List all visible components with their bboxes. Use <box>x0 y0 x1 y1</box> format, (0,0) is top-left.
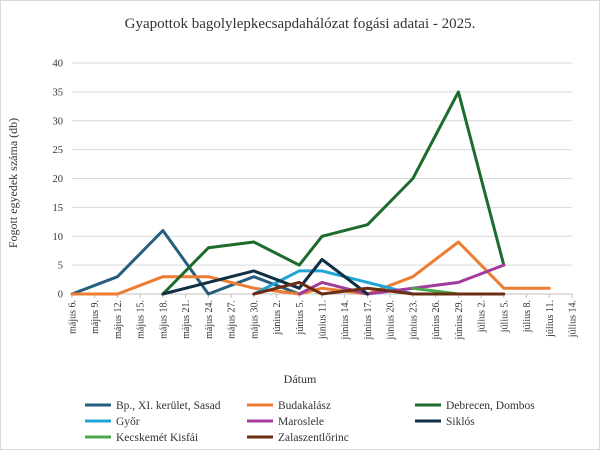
chart-title: Gyapottok bagolylepkecsapdahálózat fogás… <box>125 16 476 32</box>
y-tick-label: 10 <box>53 232 64 243</box>
legend-item: Bp., XI. kerület, Sasad <box>85 400 221 412</box>
y-tick-label: 20 <box>53 174 64 185</box>
legend-label: Maroslele <box>278 416 324 428</box>
legend-label: Győr <box>116 416 140 428</box>
legend-label: Kecskemét Kisfái <box>116 432 198 444</box>
legend-label: Zalaszentlőrinc <box>278 432 349 444</box>
series-2 <box>70 240 551 296</box>
x-tick-label: május 15. <box>136 300 147 339</box>
x-tick-label: június 5. <box>295 300 306 335</box>
x-tick-label: június 14. <box>340 300 351 340</box>
legend-label: Budakalász <box>278 400 331 412</box>
series-8 <box>252 280 506 296</box>
series-3 <box>161 90 506 296</box>
series-lines <box>70 90 551 296</box>
y-tick-label: 40 <box>53 59 64 70</box>
y-tick-label: 30 <box>53 116 64 127</box>
legend-item: Siklós <box>415 416 475 428</box>
x-tick-label: május 18. <box>158 300 169 339</box>
x-tick-label: június 23. <box>408 300 419 340</box>
series-line <box>161 90 506 296</box>
series-1 <box>70 229 301 296</box>
x-tick-label: május 21. <box>181 300 192 339</box>
x-tick-label: május 12. <box>113 300 124 339</box>
series-line <box>70 229 301 296</box>
series-line <box>70 240 551 296</box>
y-tick-label: 35 <box>53 87 64 98</box>
series-6 <box>161 257 369 296</box>
legend-item: Debrecen, Dombos <box>415 400 535 412</box>
x-tick-label: június 17. <box>363 300 374 340</box>
series-line <box>252 269 415 296</box>
x-tick-label: július 2. <box>477 300 488 333</box>
legend-label: Debrecen, Dombos <box>446 400 535 412</box>
y-tick-label: 25 <box>53 145 64 156</box>
legend-label: Siklós <box>446 416 475 428</box>
x-tick-label: július 11. <box>545 300 556 338</box>
x-axis-title: Dátum <box>284 372 317 386</box>
series-line <box>252 280 506 296</box>
x-tick-label: június 11. <box>318 300 329 340</box>
legend-label: Bp., XI. kerület, Sasad <box>116 400 221 412</box>
axes: 0 5 10 15 20 25 30 35 40 május 6. május 9. május 12… <box>53 59 579 341</box>
series-4 <box>252 269 415 296</box>
x-tick-label: június 26. <box>431 300 442 340</box>
y-tick-label: 5 <box>58 261 63 272</box>
legend-item: Budakalász <box>247 400 331 412</box>
x-tick-label: május 27. <box>227 300 238 339</box>
x-tick-label: május 30. <box>249 300 260 339</box>
x-tick-label: július 14. <box>568 300 579 338</box>
legend-item: Kecskemét Kisfái <box>85 432 198 444</box>
y-axis-title: Fogott egyedek száma (db) <box>6 118 20 248</box>
x-tick-label: július 8. <box>522 300 533 333</box>
series-line <box>161 257 369 296</box>
y-tick-label: 0 <box>58 290 63 301</box>
legend-item: Maroslele <box>247 416 324 428</box>
legend-item: Zalaszentlőrinc <box>247 432 349 444</box>
legend: Bp., XI. kerület, Sasad Budakalász Debrece… <box>85 400 535 444</box>
x-tick-label: július 5. <box>499 300 510 333</box>
x-tick-label: június 29. <box>454 300 465 340</box>
legend-item: Győr <box>85 416 140 428</box>
x-tick-label: június 20. <box>386 300 397 340</box>
y-tick-label: 15 <box>53 203 64 214</box>
x-tick-label: május 9. <box>90 300 101 334</box>
x-tick-label: május 6. <box>68 300 79 334</box>
x-tick-label: június 2. <box>272 300 283 335</box>
x-tick-label: május 24. <box>204 300 215 339</box>
